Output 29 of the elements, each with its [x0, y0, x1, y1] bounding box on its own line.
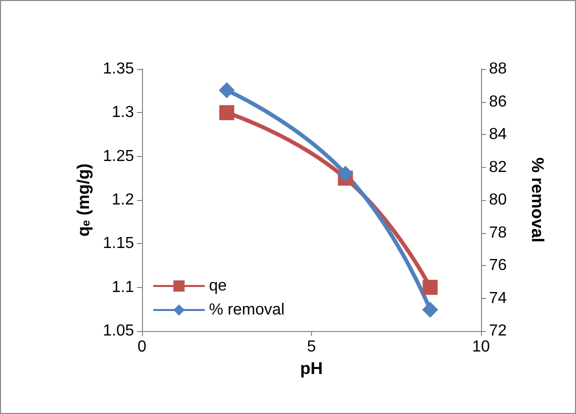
legend-label: % removal [209, 302, 285, 318]
y2-tick-label: 88 [489, 60, 507, 78]
point [337, 166, 354, 182]
x-tick-label: 10 [472, 338, 490, 356]
y2-tick-label: 72 [489, 322, 507, 340]
x-tick-label: 5 [307, 338, 316, 356]
y2-tick-label: 74 [489, 290, 507, 307]
y2-axis-title: % removal [528, 157, 547, 243]
y-axis-title: qe (mg/g) [74, 163, 93, 237]
y-tick-label: 1.1 [112, 278, 134, 296]
point [218, 82, 235, 98]
y2-tick-label: 76 [489, 257, 507, 274]
x-axis-title: pH [300, 358, 323, 378]
y-tick-label: 1.2 [112, 192, 134, 208]
y-tick-label: 1.25 [102, 148, 134, 165]
y-tick-label: 1.3 [112, 104, 134, 122]
y-tick-label: 1.05 [102, 322, 134, 340]
y-tick-label: 1.35 [102, 60, 134, 78]
point [422, 280, 438, 295]
point [219, 105, 234, 120]
y2-tick-label: 78 [489, 224, 507, 242]
point [422, 302, 438, 318]
y-tick-label: 1.15 [102, 235, 134, 252]
y2-tick-label: 82 [489, 158, 507, 176]
x-tick-label: 0 [138, 338, 147, 356]
y2-tick-label: 86 [489, 93, 507, 110]
legend-label: qe [209, 278, 227, 294]
y2-tick-label: 84 [489, 126, 507, 143]
y2-tick-label: 80 [489, 192, 507, 208]
